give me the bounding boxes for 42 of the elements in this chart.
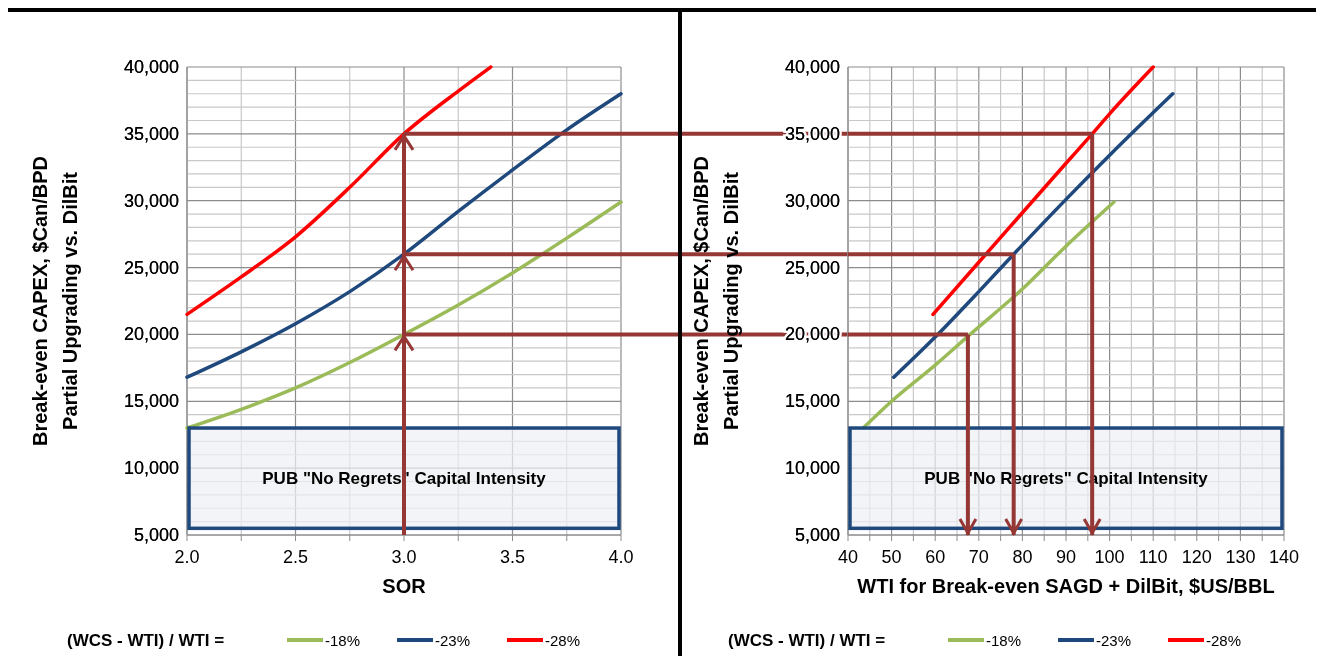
x-tick-label: 50 [881,547,902,567]
x-tick-label: 2.5 [282,547,309,567]
x-tick-label: 3.0 [391,547,417,567]
legend-title: (WCS - WTI) / WTI = [67,631,225,650]
x-axis-title: WTI for Break-even SAGD + DilBit, $US/BBL [857,575,1275,597]
x-tick-label: 110 [1138,547,1168,567]
x-tick-label: 60 [925,547,946,567]
y-tick-label: 40,000 [784,57,840,77]
legend-title: (WCS - WTI) / WTI = [728,631,886,650]
x-tick-label: 70 [968,547,989,567]
y-tick-label: 15,000 [784,391,840,412]
y-tick-label: 15,000 [123,391,179,412]
x-tick-label: 120 [1181,547,1212,567]
legend-label: -23% [1096,632,1132,649]
y-axis-title: Break-even CAPEX, $Can/BPD Partial Upgrading vs. DilBit [29,155,81,447]
x-tick-label: 2.0 [174,547,200,567]
x-tick-label: 4.0 [608,547,634,567]
y-tick-label: 10,000 [784,458,840,479]
x-tick-label: 90 [1055,547,1077,567]
x-tick-label: 100 [1094,547,1125,567]
y-tick-label: 10,000 [123,458,179,479]
legend-label: -28% [545,632,581,649]
y-tick-label: 25,000 [123,257,179,278]
legend-label: -28% [1206,632,1242,649]
legend-label: -18% [986,632,1022,649]
x-tick-label: 80 [1012,547,1033,567]
x-tick-label: 3.5 [499,547,526,567]
y-tick-label: 5,000 [794,525,840,545]
x-tick-label: 130 [1225,547,1256,567]
y-tick-label: 30,000 [784,190,840,211]
y-axis-title: Break-even CAPEX, $Can/BPD Partial Upgrading vs. DilBit [690,155,742,447]
y-tick-label: 35,000 [123,123,179,144]
y-tick-label: 20,000 [123,324,179,345]
legend-label: -18% [325,632,361,649]
x-tick-label: 140 [1268,547,1300,567]
x-axis-title: SOR [382,575,427,597]
y-tick-label: 5,000 [133,525,179,545]
legend-label: -23% [435,632,471,649]
x-tick-label: 40 [837,547,859,567]
y-tick-label: 40,000 [123,57,179,77]
y-tick-label: 30,000 [123,190,179,211]
y-tick-label: 25,000 [784,257,840,278]
